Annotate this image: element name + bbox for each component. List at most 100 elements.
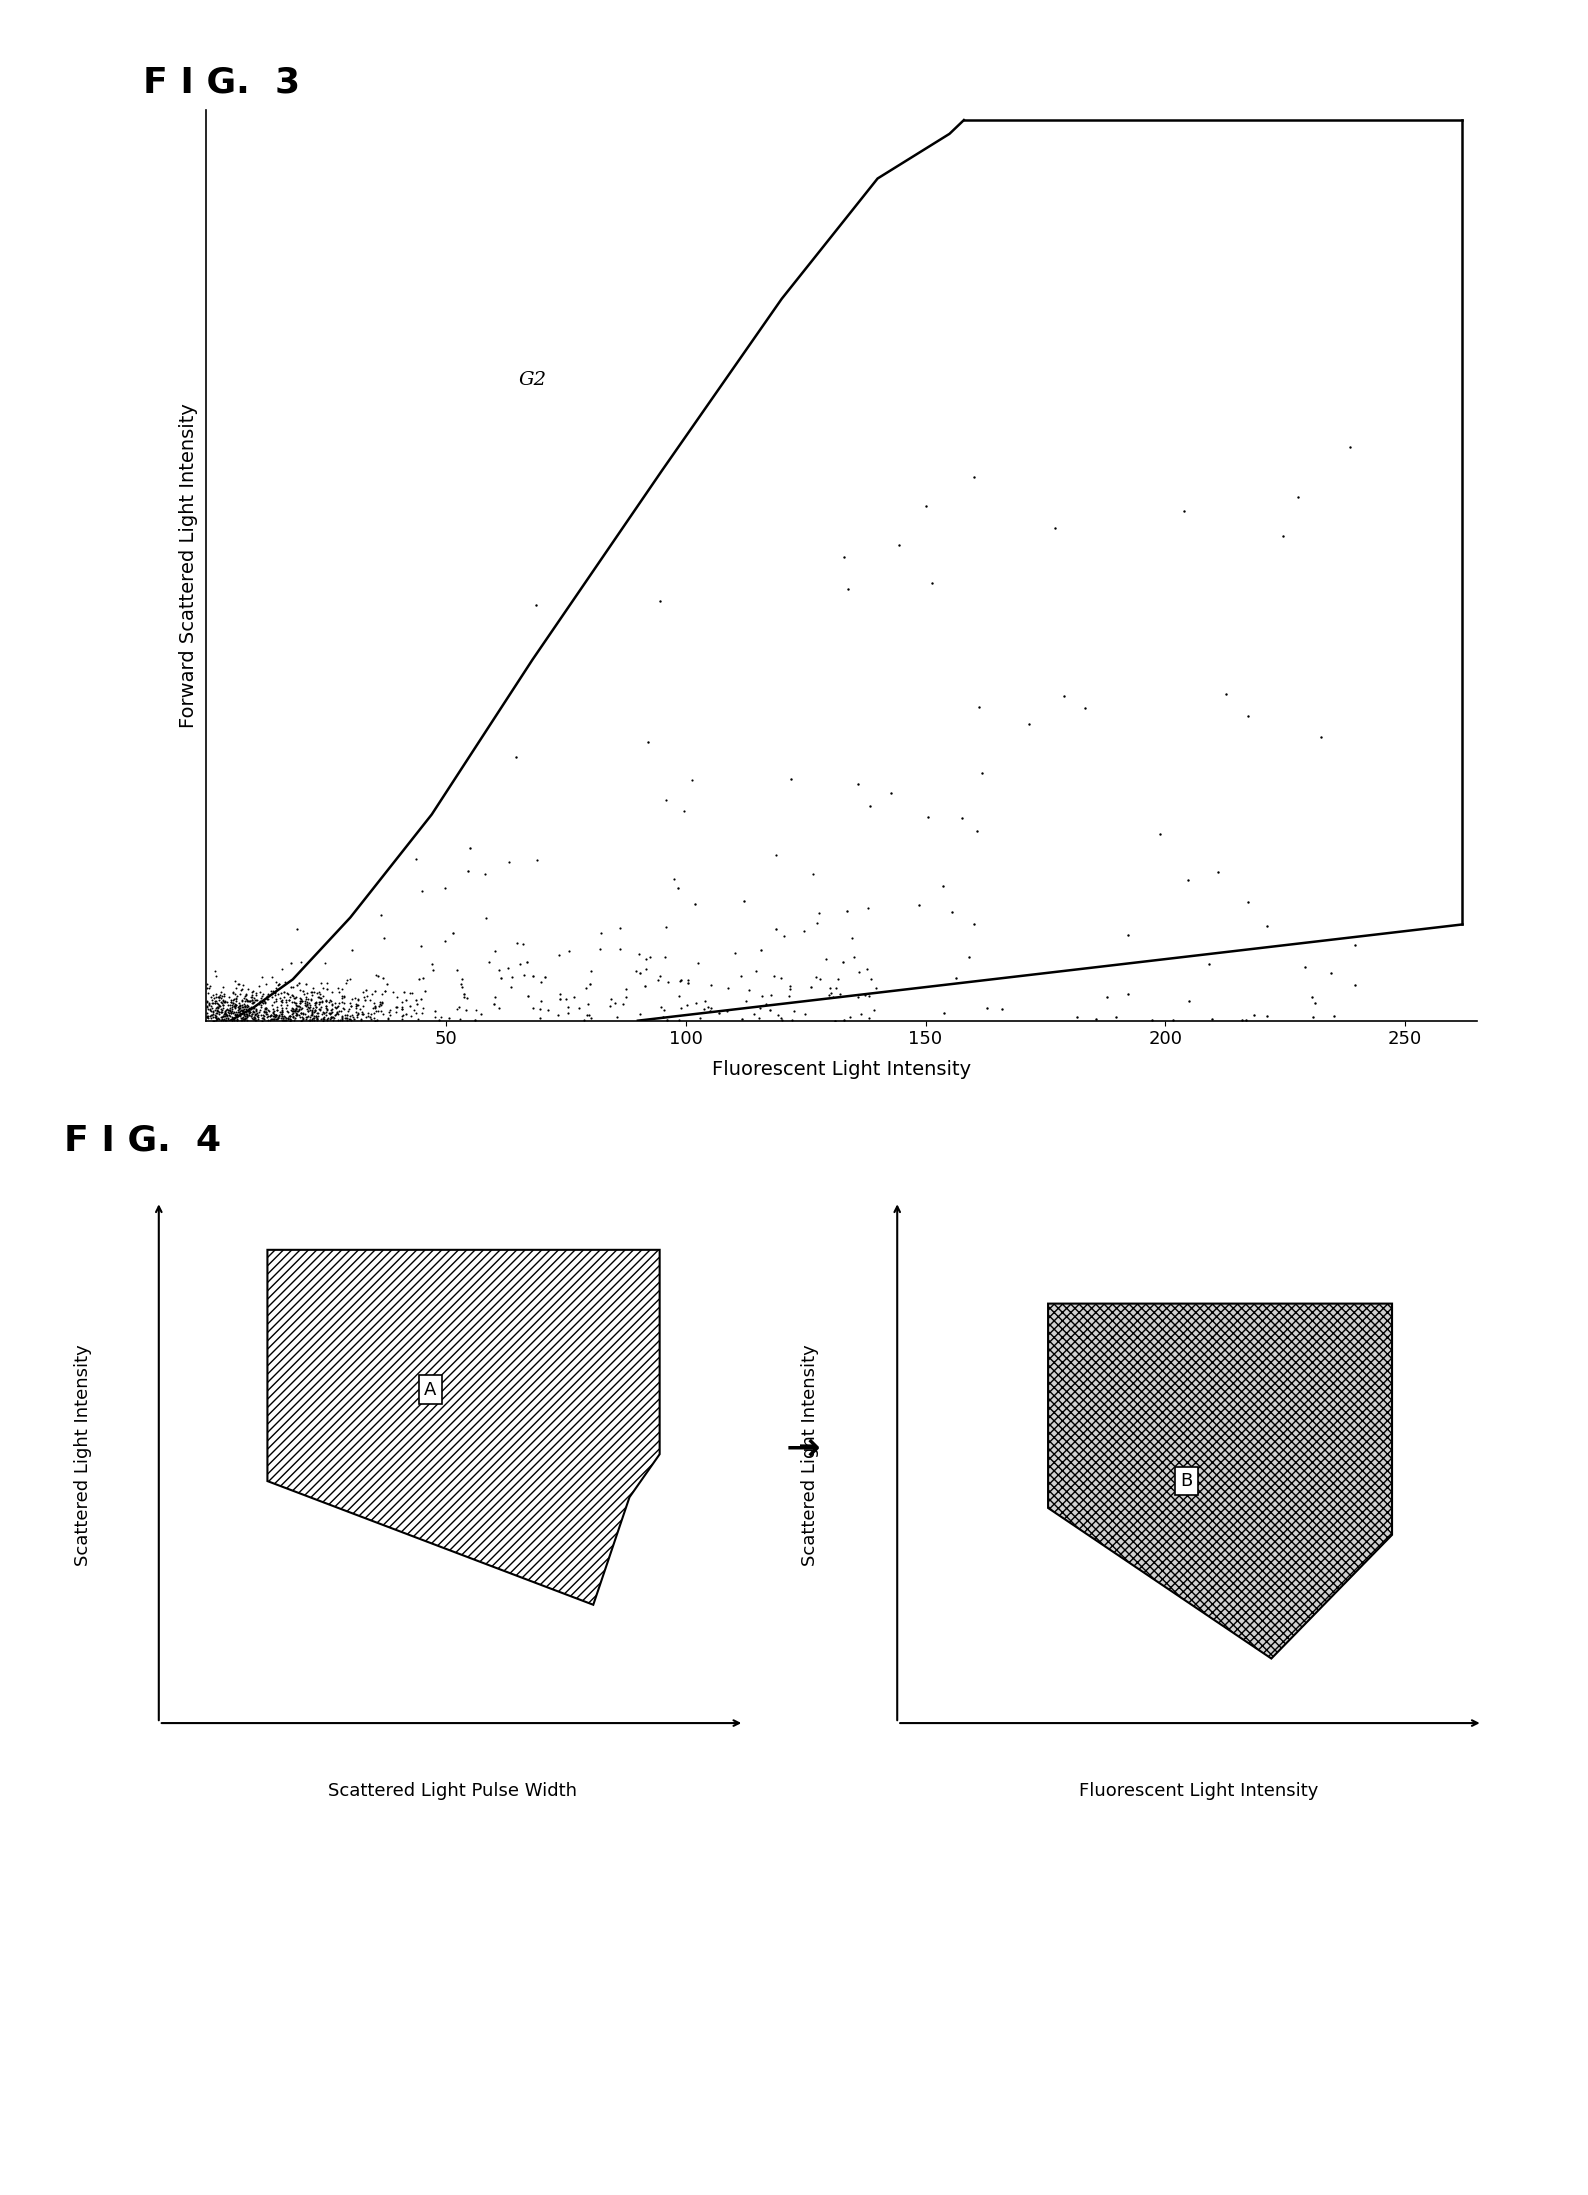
Point	[300, 1003, 326, 1038]
Point	[251, 997, 276, 1032]
Point	[368, 988, 394, 1023]
Point	[319, 999, 345, 1034]
Point	[237, 994, 262, 1029]
Point	[229, 990, 254, 1025]
Point	[200, 999, 225, 1034]
Point	[1234, 1003, 1259, 1038]
Point	[499, 970, 524, 1005]
Point	[240, 997, 265, 1032]
Point	[337, 961, 362, 997]
Point	[270, 999, 295, 1034]
Point	[205, 990, 230, 1025]
Point	[237, 997, 262, 1032]
Point	[238, 979, 264, 1014]
Point	[319, 994, 345, 1029]
Point	[335, 1003, 360, 1038]
X-axis label: Fluorescent Light Intensity: Fluorescent Light Intensity	[711, 1060, 972, 1078]
Point	[276, 999, 302, 1034]
Point	[397, 988, 422, 1023]
Point	[400, 975, 426, 1010]
Point	[362, 990, 387, 1025]
Point	[856, 1001, 881, 1036]
Point	[300, 970, 326, 1005]
Point	[314, 992, 340, 1027]
Point	[750, 979, 775, 1014]
Point	[252, 986, 278, 1021]
Point	[294, 988, 319, 1023]
Point	[308, 1001, 333, 1036]
Point	[330, 983, 356, 1018]
Point	[299, 981, 324, 1016]
Point	[210, 1003, 235, 1038]
Point	[338, 988, 364, 1023]
Point	[357, 983, 383, 1018]
Point	[651, 992, 676, 1027]
Point	[311, 1001, 337, 1036]
Point	[218, 990, 243, 1025]
Point	[287, 990, 313, 1025]
Point	[287, 986, 313, 1021]
Point	[246, 988, 272, 1023]
Point	[299, 999, 324, 1034]
Point	[667, 979, 692, 1014]
Polygon shape	[1048, 1304, 1393, 1659]
Point	[667, 964, 692, 999]
Point	[1139, 1003, 1164, 1038]
Point	[241, 999, 267, 1034]
Point	[437, 1001, 462, 1036]
Point	[346, 988, 372, 1023]
Point	[205, 997, 230, 1032]
Point	[270, 994, 295, 1029]
Point	[194, 999, 219, 1034]
Point	[245, 1001, 270, 1036]
Point	[270, 1003, 295, 1038]
Point	[578, 966, 603, 1001]
Point	[203, 983, 229, 1018]
Point	[243, 1003, 268, 1038]
Point	[240, 983, 265, 1018]
Point	[219, 997, 245, 1032]
Point	[966, 689, 991, 724]
Text: F I G.  4: F I G. 4	[64, 1124, 221, 1157]
Point	[264, 1001, 289, 1036]
Point	[576, 997, 602, 1032]
Point	[649, 1001, 675, 1036]
Point	[227, 999, 252, 1034]
Point	[565, 990, 591, 1025]
Point	[211, 992, 237, 1027]
Point	[208, 1003, 233, 1038]
Point	[248, 983, 273, 1018]
Point	[295, 999, 321, 1034]
Point	[1064, 999, 1089, 1034]
Point	[265, 977, 291, 1012]
Point	[831, 944, 856, 979]
Point	[240, 990, 265, 1025]
Point	[252, 990, 278, 1025]
Point	[294, 999, 319, 1034]
Point	[252, 997, 278, 1032]
Point	[634, 950, 659, 986]
Point	[306, 992, 332, 1027]
Point	[348, 1001, 373, 1036]
Point	[956, 939, 981, 975]
Point	[300, 992, 326, 1027]
Point	[211, 983, 237, 1018]
Point	[264, 983, 289, 1018]
Point	[495, 950, 521, 986]
Point	[287, 986, 313, 1021]
Point	[284, 979, 310, 1014]
Point	[1042, 511, 1067, 547]
Point	[289, 1001, 314, 1036]
Point	[240, 972, 265, 1008]
Point	[275, 1001, 300, 1036]
Point	[332, 979, 357, 1014]
Point	[210, 983, 235, 1018]
Point	[200, 1003, 225, 1038]
Point	[295, 981, 321, 1016]
Point	[238, 990, 264, 1025]
Point	[262, 997, 287, 1032]
Point	[333, 997, 359, 1032]
Point	[216, 992, 241, 1027]
Point	[329, 999, 354, 1034]
Point	[225, 994, 251, 1029]
